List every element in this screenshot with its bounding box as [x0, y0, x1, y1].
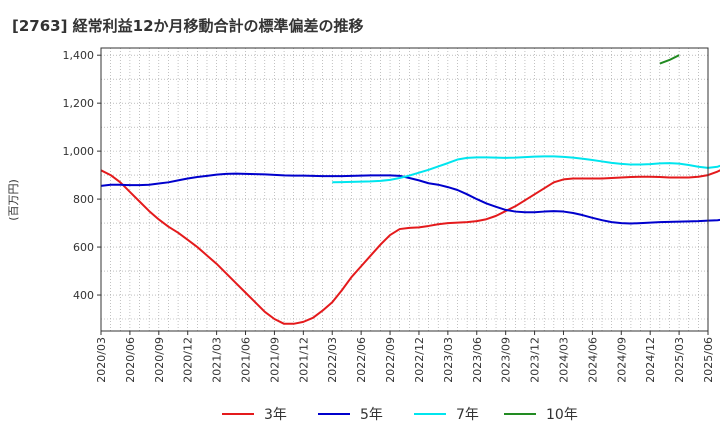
- x-tick-label: 2023/09: [500, 337, 513, 383]
- legend: 3年 5年 7年 10年: [222, 407, 578, 423]
- x-tick-label: 2020/12: [182, 337, 195, 383]
- x-tick-label: 2023/03: [442, 337, 455, 383]
- series-line-7年: [332, 155, 720, 184]
- x-tick-label: 2021/09: [268, 337, 281, 383]
- x-tick-label: 2021/12: [297, 337, 310, 383]
- y-tick-label: 1,400: [63, 49, 95, 62]
- legend-label: 10年: [546, 407, 578, 423]
- y-tick-label: 800: [73, 193, 94, 206]
- x-tick-label: 2025/03: [673, 337, 686, 383]
- y-tick-label: 600: [73, 241, 94, 254]
- x-axis-ticks: 2020/03 2020/06 2020/09 2020/12 2021/03 2021/…: [95, 331, 715, 383]
- x-tick-label: 2022/03: [326, 337, 339, 383]
- legend-label: 7年: [456, 407, 479, 423]
- y-tick-label: 1,200: [63, 97, 95, 110]
- grid: [101, 48, 708, 331]
- series-line-5年: [100, 172, 720, 225]
- x-tick-label: 2024/03: [557, 337, 570, 383]
- legend-label: 5年: [360, 407, 383, 423]
- x-tick-label: 2024/06: [586, 337, 599, 383]
- series-line-3年: [100, 169, 720, 325]
- plot-frame: [100, 47, 709, 332]
- x-tick-label: 2020/06: [124, 337, 137, 383]
- x-tick-label: 2024/09: [615, 337, 628, 383]
- x-tick-label: 2021/03: [211, 337, 224, 383]
- y-axis-label: (百万円): [7, 179, 20, 221]
- x-tick-label: 2022/12: [413, 337, 426, 383]
- chart-title: [2763] 経常利益12か月移動合計の標準偏差の推移: [12, 17, 364, 35]
- series-lines: [100, 54, 720, 325]
- y-tick-label: 1,000: [63, 145, 95, 158]
- x-tick-label: 2020/09: [153, 337, 166, 383]
- x-tick-label: 2023/12: [529, 337, 542, 383]
- y-axis-ticks: 400 600 800 1,000 1,200 1,400: [63, 49, 101, 302]
- y-tick-label: 400: [73, 289, 94, 302]
- series-line-10年: [659, 54, 680, 65]
- x-tick-label: 2021/06: [240, 337, 253, 383]
- x-tick-label: 2020/03: [95, 337, 108, 383]
- legend-label: 3年: [264, 407, 287, 423]
- x-tick-label: 2024/12: [644, 337, 657, 383]
- x-tick-label: 2023/06: [471, 337, 484, 383]
- x-tick-label: 2025/06: [702, 337, 715, 383]
- x-tick-label: 2022/09: [384, 337, 397, 383]
- x-tick-label: 2022/06: [355, 337, 368, 383]
